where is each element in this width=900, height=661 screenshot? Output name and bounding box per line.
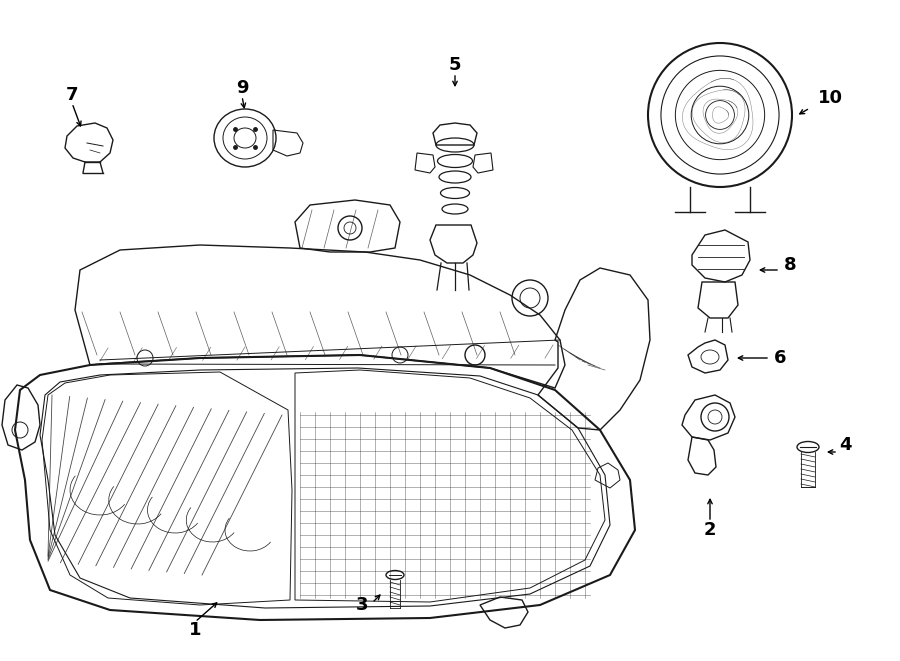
Text: 1: 1 — [189, 621, 202, 639]
Text: 7: 7 — [66, 86, 78, 104]
Text: 3: 3 — [356, 596, 368, 614]
Text: 8: 8 — [784, 256, 796, 274]
Text: 9: 9 — [236, 79, 248, 97]
Text: 4: 4 — [839, 436, 851, 454]
Text: 10: 10 — [817, 89, 842, 107]
Text: 6: 6 — [774, 349, 787, 367]
Text: 5: 5 — [449, 56, 461, 74]
Text: 2: 2 — [704, 521, 716, 539]
